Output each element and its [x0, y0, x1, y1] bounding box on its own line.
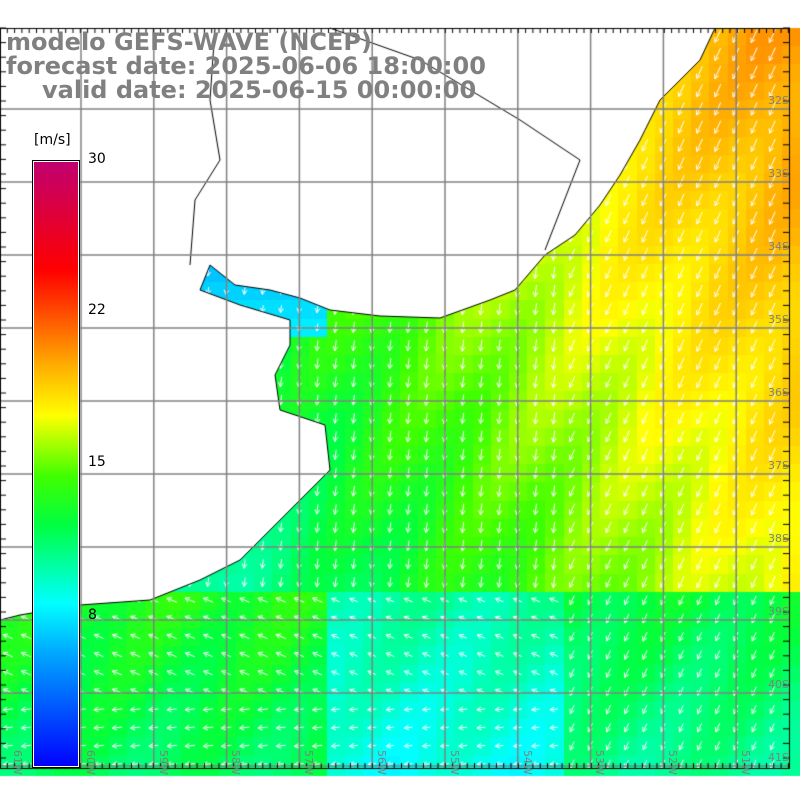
- longitude-label: 53W: [593, 750, 607, 775]
- latitude-label: 35S: [768, 313, 789, 326]
- colorbar-tick: 15: [88, 454, 106, 470]
- latitude-label: 39S: [768, 605, 789, 618]
- latitude-label: 38S: [768, 532, 789, 545]
- longitude-label: 59W: [156, 750, 170, 775]
- longitude-label: 61W: [11, 750, 24, 775]
- latitude-label: 34S: [768, 240, 789, 253]
- latitude-label: 37S: [768, 459, 789, 472]
- latitude-label: 40S: [768, 678, 789, 691]
- longitude-label: 58W: [229, 750, 243, 775]
- model-title: modelo GEFS-WAVE (NCEP): [6, 28, 372, 56]
- longitude-label: 57W: [302, 750, 316, 775]
- colorbar-unit: [m/s]: [34, 132, 71, 148]
- longitude-label: 60W: [83, 750, 97, 775]
- colorbar-tick: 8: [88, 607, 97, 623]
- latitude-label: 41S: [768, 751, 789, 764]
- longitude-label: 52W: [666, 750, 680, 775]
- latitude-label: 36S: [768, 386, 789, 399]
- latitude-label: 32S: [768, 94, 789, 107]
- colorbar-tick: 30: [88, 151, 106, 167]
- colorbar-tick: 22: [88, 302, 106, 318]
- latitude-label: 33S: [768, 167, 789, 180]
- forecast-date: forecast date: 2025-06-06 18:00:00: [6, 52, 486, 80]
- valid-date: valid date: 2025-06-15 00:00:00: [42, 76, 477, 104]
- longitude-label: 56W: [375, 750, 388, 775]
- longitude-label: 54W: [520, 750, 534, 775]
- longitude-label: 55W: [447, 750, 461, 775]
- colorbar: [32, 160, 80, 768]
- longitude-label: 51W: [739, 750, 752, 775]
